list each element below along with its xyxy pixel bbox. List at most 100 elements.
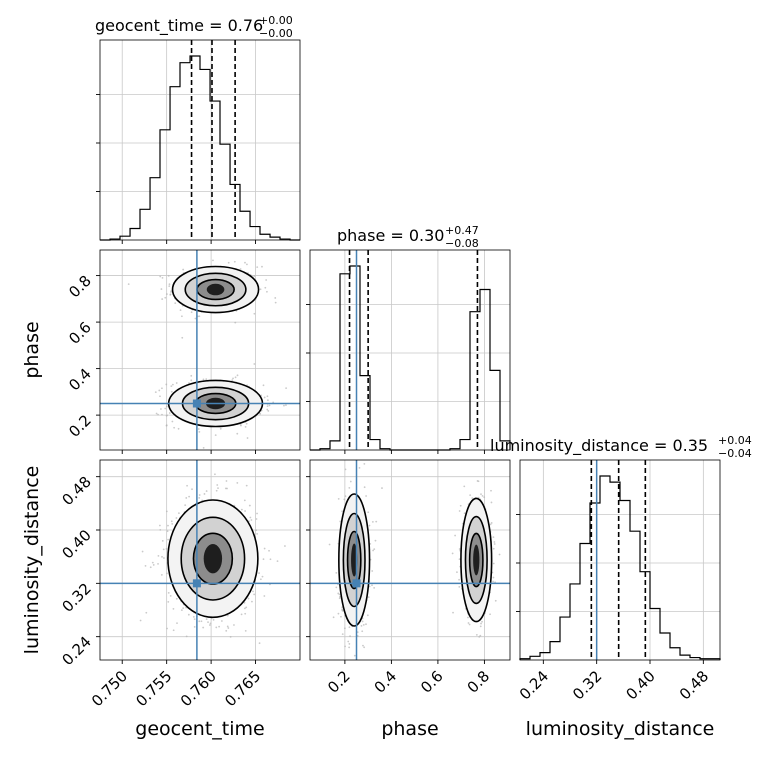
scatter-point-geocent_time-luminosity_distance: [205, 490, 208, 492]
scatter-point-geocent_time-luminosity_distance: [167, 600, 170, 603]
scatter-point-geocent_time-phase: [239, 268, 242, 270]
xtick-label-geocent_time-3: 0.765: [221, 667, 264, 710]
xtick-label-phase-0: 0.2: [324, 667, 354, 697]
scatter-point-geocent_time-luminosity_distance: [202, 626, 205, 629]
xtick-label-geocent_time-2: 0.760: [177, 667, 220, 710]
scatter-point-geocent_time-luminosity_distance: [249, 516, 252, 519]
scatter-point-geocent_time-phase: [165, 405, 168, 408]
contour-mid-0: [342, 512, 366, 608]
scatter-point-phase-luminosity_distance: [467, 616, 469, 619]
scatter-point-geocent_time-phase: [159, 275, 162, 278]
scatter-point-geocent_time-phase: [234, 376, 237, 379]
scatter-point-geocent_time-phase: [158, 389, 161, 392]
scatter-point-phase-luminosity_distance: [494, 599, 497, 602]
scatter-point-geocent_time-phase: [259, 412, 262, 415]
scatter-point-geocent_time-phase: [202, 447, 205, 449]
scatter-point-phase-luminosity_distance: [341, 633, 344, 636]
scatter-point-geocent_time-phase: [244, 261, 246, 264]
scatter-point-geocent_time-luminosity_distance: [193, 625, 196, 628]
scatter-point-phase-luminosity_distance: [373, 586, 376, 589]
scatter-point-phase-luminosity_distance: [373, 548, 376, 551]
scatter-point-geocent_time-phase: [174, 302, 177, 305]
xtick-label-luminosity_distance-3: 0.48: [676, 667, 712, 703]
scatter-point-geocent_time-phase: [155, 412, 158, 415]
xtick-label-luminosity_distance-2: 0.40: [622, 667, 658, 703]
scatter-point-geocent_time-luminosity_distance: [258, 572, 260, 574]
scatter-point-geocent_time-phase: [190, 379, 193, 382]
scatter-point-geocent_time-phase: [168, 412, 171, 414]
scatter-point-phase-luminosity_distance: [363, 486, 366, 489]
scatter-point-geocent_time-luminosity_distance: [243, 601, 246, 604]
scatter-point-geocent_time-luminosity_distance: [236, 482, 239, 484]
scatter-point-geocent_time-phase: [227, 261, 230, 264]
scatter-point-geocent_time-luminosity_distance: [214, 473, 216, 476]
scatter-point-geocent_time-luminosity_distance: [169, 594, 172, 597]
xtick-label-phase-1: 0.4: [371, 667, 401, 697]
histogram-luminosity_distance: [519, 475, 721, 660]
xlabel-luminosity_distance: luminosity_distance: [526, 718, 715, 740]
panel-luminosity_distance-luminosity_distance: [516, 459, 721, 661]
scatter-point-geocent_time-phase: [262, 384, 265, 387]
contour-outer-0: [338, 493, 371, 627]
scatter-point-geocent_time-phase: [202, 378, 205, 381]
ylabel-phase: phase: [21, 321, 43, 378]
scatter-point-geocent_time-luminosity_distance: [165, 547, 168, 550]
scatter-point-phase-luminosity_distance: [368, 524, 371, 527]
scatter-point-geocent_time-luminosity_distance: [176, 622, 178, 625]
panel-phase-geocent_time: [99, 249, 301, 451]
scatter-point-geocent_time-luminosity_distance: [217, 487, 219, 490]
scatter-point-phase-luminosity_distance: [356, 635, 359, 637]
scatter-point-phase-luminosity_distance: [481, 620, 483, 623]
scatter-point-phase-luminosity_distance: [353, 654, 356, 657]
scatter-point-geocent_time-luminosity_distance: [233, 624, 235, 626]
scatter-point-phase-luminosity_distance: [347, 640, 350, 643]
scatter-point-phase-luminosity_distance: [341, 609, 344, 612]
scatter-point-geocent_time-luminosity_distance: [187, 613, 190, 616]
scatter-point-phase-luminosity_distance: [375, 520, 378, 523]
scatter-point-geocent_time-luminosity_distance: [192, 615, 195, 618]
scatter-point-geocent_time-luminosity_distance: [172, 607, 175, 610]
scatter-point-geocent_time-phase: [190, 311, 193, 314]
scatter-point-geocent_time-luminosity_distance: [166, 627, 168, 630]
scatter-point-phase-luminosity_distance: [492, 536, 495, 539]
scatter-point-geocent_time-phase: [197, 428, 200, 430]
scatter-point-geocent_time-luminosity_distance: [178, 512, 180, 515]
scatter-point-phase-luminosity_distance: [479, 625, 482, 628]
title-luminosity_distance-sub: −0.04: [718, 447, 752, 460]
scatter-point-geocent_time-phase: [161, 413, 163, 416]
scatter-point-phase-luminosity_distance: [459, 504, 462, 507]
contour-mid-1: [464, 515, 488, 605]
scatter-point-phase-luminosity_distance: [344, 495, 347, 498]
scatter-point-geocent_time-luminosity_distance: [215, 626, 218, 629]
scatter-point-geocent_time-phase: [170, 385, 173, 388]
scatter-point-geocent_time-luminosity_distance: [262, 558, 265, 561]
scatter-point-phase-luminosity_distance: [489, 613, 491, 616]
scatter-point-geocent_time-phase: [246, 263, 248, 266]
scatter-point-phase-luminosity_distance: [372, 549, 375, 552]
scatter-point-geocent_time-luminosity_distance: [244, 510, 246, 512]
scatter-point-phase-luminosity_distance: [363, 646, 366, 649]
density-fill-core-0: [206, 283, 225, 296]
scatter-point-phase-luminosity_distance: [358, 466, 361, 469]
scatter-point-geocent_time-luminosity_distance: [205, 618, 208, 621]
scatter-point-phase-luminosity_distance: [366, 614, 369, 617]
scatter-point-phase-luminosity_distance: [471, 497, 474, 500]
scatter-point-geocent_time-luminosity_distance: [200, 620, 203, 623]
scatter-point-geocent_time-luminosity_distance: [255, 529, 258, 532]
scatter-point-geocent_time-luminosity_distance: [171, 523, 174, 525]
scatter-point-geocent_time-luminosity_distance: [212, 618, 215, 621]
scatter-point-phase-luminosity_distance: [463, 512, 466, 515]
xtick-label-phase-2: 0.6: [417, 667, 447, 697]
scatter-point-geocent_time-luminosity_distance: [243, 499, 246, 502]
ytick-label-phase-2: 0.6: [65, 318, 95, 348]
scatter-point-geocent_time-luminosity_distance: [256, 512, 258, 515]
scatter-point-phase-luminosity_distance: [458, 510, 461, 512]
scatter-point-geocent_time-luminosity_distance: [255, 518, 258, 520]
scatter-point-geocent_time-luminosity_distance: [226, 625, 229, 628]
scatter-point-phase-luminosity_distance: [371, 584, 373, 587]
scatter-point-geocent_time-luminosity_distance: [180, 609, 183, 612]
scatter-point-geocent_time-luminosity_distance: [193, 618, 196, 621]
scatter-point-geocent_time-phase: [285, 404, 287, 407]
scatter-point-geocent_time-luminosity_distance: [167, 524, 169, 527]
scatter-point-geocent_time-phase: [283, 404, 285, 407]
